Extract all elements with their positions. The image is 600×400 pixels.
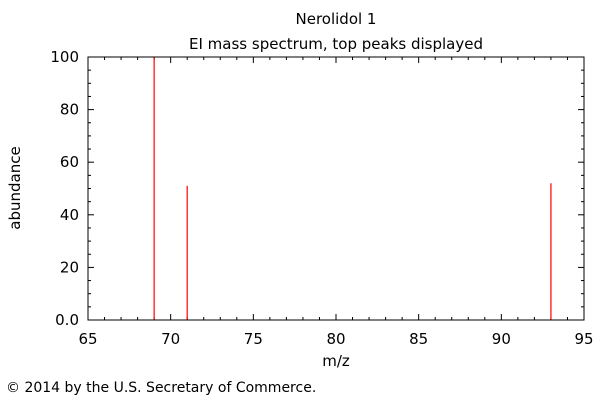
x-tick-label: 95	[574, 330, 593, 348]
chart-subtitle: EI mass spectrum, top peaks displayed	[189, 35, 483, 53]
peak-bars	[153, 57, 552, 320]
mass-spectrum-chart: Nerolidol 1 EI mass spectrum, top peaks …	[6, 10, 594, 370]
plot-frame	[87, 56, 585, 321]
y-tick-label: 40	[60, 206, 79, 224]
y-tick-label: 80	[60, 101, 79, 119]
y-axis-label: abundance	[6, 146, 24, 229]
x-tick-label: 70	[161, 330, 180, 348]
chart-title: Nerolidol 1	[296, 10, 377, 28]
x-axis-label: m/z	[322, 352, 350, 370]
x-tick-label: 75	[244, 330, 263, 348]
y-tick-label: 60	[60, 153, 79, 171]
x-tick-label: 80	[326, 330, 345, 348]
x-tick-label: 90	[492, 330, 511, 348]
x-axis-ticks: 65 70 75 80 85 90 95	[78, 57, 594, 348]
y-tick-label: 100	[50, 48, 79, 66]
y-axis-ticks: 0.0 20 40 60 80 100	[50, 48, 584, 329]
x-tick-label: 85	[409, 330, 428, 348]
copyright-notice: © 2014 by the U.S. Secretary of Commerce…	[6, 380, 317, 396]
x-tick-label: 65	[78, 330, 97, 348]
y-tick-label: 20	[60, 258, 79, 276]
y-tick-label: 0.0	[55, 311, 79, 329]
